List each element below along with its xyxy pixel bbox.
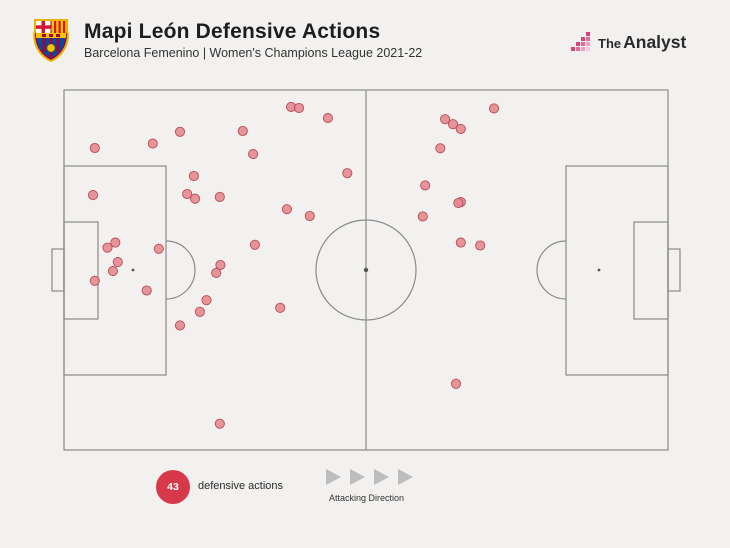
- right-penalty-arc: [536, 240, 567, 300]
- the-analyst-brand: The Analyst: [568, 30, 708, 54]
- defensive-action-point: [194, 306, 205, 317]
- pitch-lines: [51, 89, 681, 451]
- centre-spot: [363, 267, 369, 273]
- defensive-action-point: [87, 190, 99, 201]
- left-goal: [51, 248, 65, 292]
- defensive-action-point: [420, 180, 431, 191]
- right-six-yard-box: [633, 221, 669, 320]
- left-six-yard-box: [63, 221, 99, 320]
- defensive-action-point: [141, 285, 152, 296]
- header: Mapi León Defensive Actions Barcelona Fe…: [0, 0, 730, 80]
- defensive-action-point: [435, 143, 446, 154]
- defensive-action-point: [107, 266, 118, 277]
- defensive-action-point: [281, 204, 292, 215]
- defensive-action-point: [110, 237, 121, 248]
- defensive-action-point: [89, 142, 100, 154]
- defensive-action-point: [417, 211, 428, 222]
- defensive-action-point: [174, 320, 186, 331]
- defensive-action-point: [249, 239, 260, 250]
- defensive-action-point: [453, 197, 464, 209]
- fc-barcelona-crest-icon: [32, 19, 70, 62]
- left-penalty-arc: [165, 240, 196, 300]
- centre-circle: [315, 219, 417, 321]
- defensive-action-point: [102, 242, 113, 253]
- defensive-action-point: [188, 170, 199, 182]
- defensive-action-point: [147, 138, 158, 149]
- defensive-action-point: [447, 119, 459, 130]
- defensive-action-point: [275, 302, 286, 313]
- defensive-action-point: [322, 113, 333, 124]
- defensive-action-point: [440, 114, 451, 125]
- defensive-action-point: [89, 275, 100, 286]
- right-penalty-box: [565, 165, 669, 376]
- defensive-action-point: [488, 103, 500, 114]
- defensive-action-point: [455, 123, 466, 134]
- the-analyst-wordmark: The Analyst: [598, 32, 687, 52]
- defensive-action-point: [475, 240, 486, 251]
- defensive-action-point: [153, 243, 164, 254]
- defensive-action-point: [174, 126, 186, 137]
- defensive-action-point: [201, 295, 212, 306]
- defensive-action-point: [215, 259, 226, 271]
- defensive-action-point: [248, 149, 259, 160]
- defensive-action-point: [190, 193, 201, 204]
- defensive-action-point: [293, 102, 305, 114]
- defensive-action-point: [450, 378, 462, 389]
- defensive-action-point: [214, 191, 225, 202]
- defensive-action-markers: [87, 101, 500, 429]
- defensive-action-point: [304, 210, 315, 222]
- defensive-action-point: [112, 257, 123, 268]
- defensive-action-point: [182, 188, 193, 200]
- defensive-actions-legend-label: defensive actions: [198, 480, 283, 492]
- defensive-action-point: [342, 168, 353, 179]
- right-penalty-spot: [597, 268, 601, 272]
- defensive-action-point: [211, 267, 222, 278]
- left-penalty-spot: [131, 268, 135, 272]
- defensive-action-point: [214, 418, 225, 429]
- defensive-action-point: [455, 237, 466, 248]
- defensive-action-point: [237, 125, 248, 137]
- attacking-direction-arrows-icon: [326, 469, 413, 485]
- defensive-actions-count-badge: 43: [156, 470, 190, 504]
- attacking-direction-label: Attacking Direction: [329, 493, 405, 503]
- right-goal: [667, 248, 681, 292]
- the-analyst-logo-icon: [571, 32, 590, 51]
- page-title: Mapi León Defensive Actions: [84, 20, 381, 43]
- page-subtitle: Barcelona Femenino | Women's Champions L…: [84, 46, 423, 60]
